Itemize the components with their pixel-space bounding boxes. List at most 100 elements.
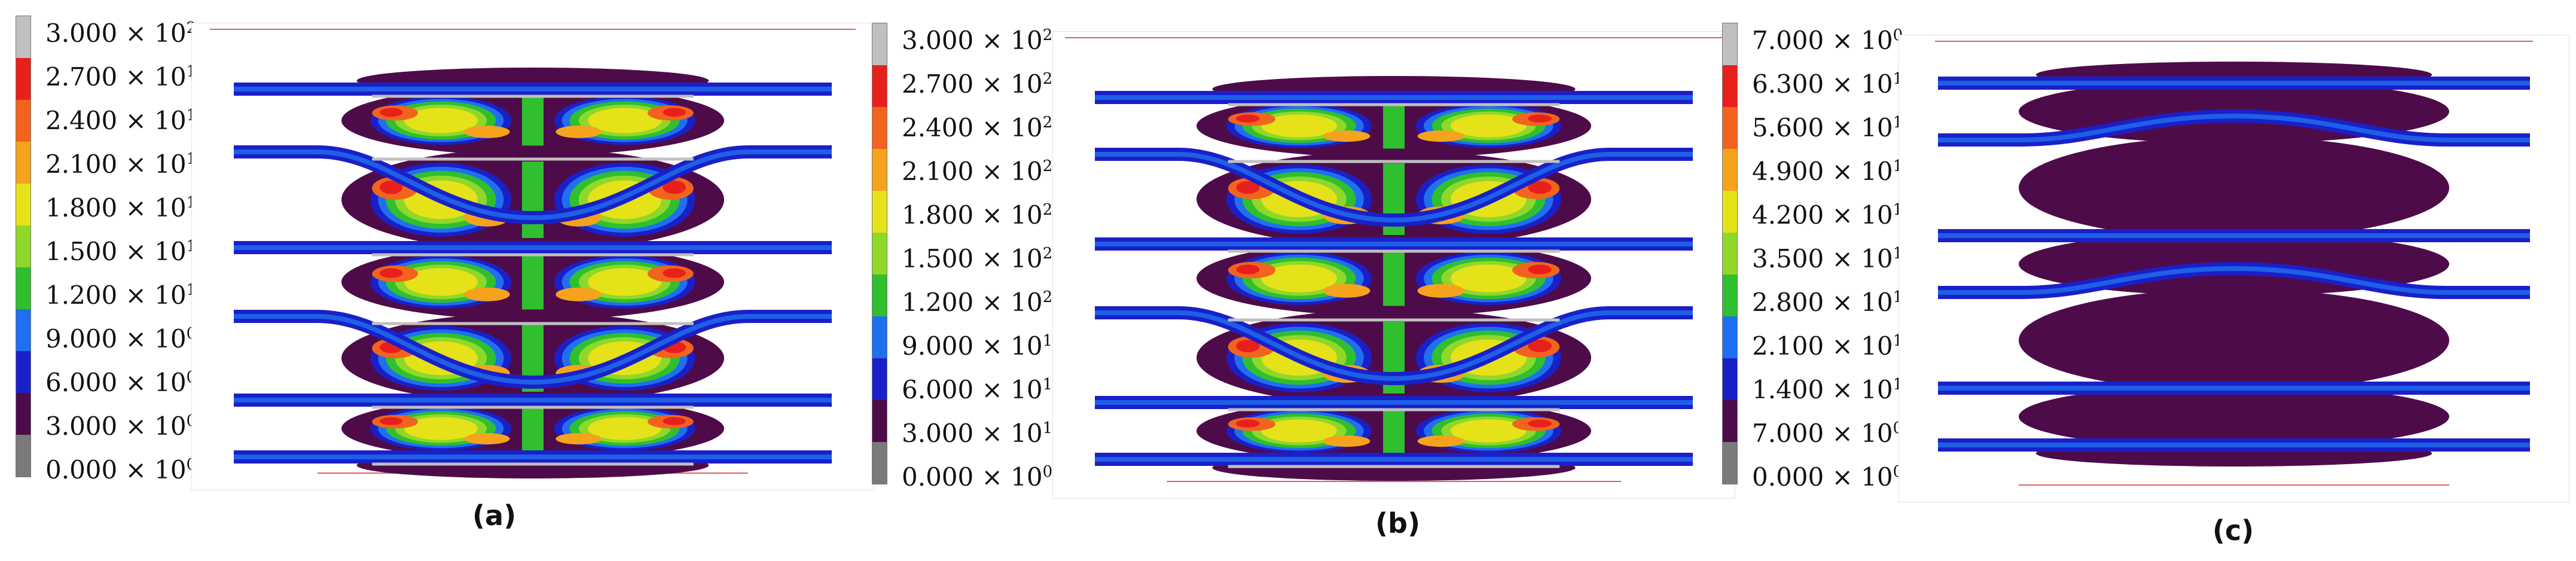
legend-times: × 10 xyxy=(973,462,1043,492)
legend-times: × 10 xyxy=(117,411,187,441)
legend-label-a-0: 3.000 × 102 xyxy=(45,16,196,46)
center-band xyxy=(522,405,544,452)
steel-plate-highlight xyxy=(234,150,832,221)
legend-label-c-5: 3.500 × 101 xyxy=(1752,241,1903,272)
steel-plate-highlight xyxy=(1938,113,2530,142)
legend-mantissa: 0.000 xyxy=(1752,462,1824,492)
legend-times: × 10 xyxy=(973,26,1043,55)
stress-hotspot xyxy=(1528,181,1552,194)
colorbar-a xyxy=(16,16,31,477)
stress-hotspot xyxy=(663,181,686,194)
legend-mantissa: 1.500 xyxy=(902,244,974,273)
legend-times: × 10 xyxy=(117,62,187,92)
contour-panel-b xyxy=(1052,31,1735,499)
stress-hotspot xyxy=(556,125,602,138)
contour-panel-a xyxy=(191,23,874,490)
legend-mantissa: 2.100 xyxy=(45,150,118,179)
legend-times: × 10 xyxy=(1824,26,1893,55)
legend-times: × 10 xyxy=(117,106,187,135)
stress-band xyxy=(588,268,662,296)
elastomer-layer xyxy=(2019,136,2449,239)
stress-hotspot xyxy=(1236,114,1260,123)
legend-label-b-8: 6.000 × 101 xyxy=(902,372,1052,403)
stress-hotspot xyxy=(1417,435,1465,447)
legend-times: × 10 xyxy=(973,157,1043,186)
legend-exponent: 2 xyxy=(1042,26,1053,44)
stress-hotspot xyxy=(1528,114,1552,123)
legend-label-c-0: 7.000 × 100 xyxy=(1752,23,1903,53)
legend-exponent: 2 xyxy=(1042,70,1053,88)
legend-label-a-10: 0.000 × 100 xyxy=(45,452,196,483)
stress-hotspot xyxy=(1236,419,1260,428)
legend-label-c-4: 4.200 × 101 xyxy=(1752,197,1903,228)
steel-plate-highlight xyxy=(234,314,832,385)
stress-hotspot xyxy=(1236,264,1260,275)
legend-mantissa: 5.600 xyxy=(1752,113,1824,142)
stress-hotspot xyxy=(463,125,510,138)
colorbar-swatch-c-9 xyxy=(1723,400,1737,442)
legend-exponent: 2 xyxy=(1042,288,1053,306)
legend-times: × 10 xyxy=(973,375,1043,404)
legend-label-b-5: 1.500 × 102 xyxy=(902,241,1052,272)
caption-c: (c) xyxy=(2212,514,2254,547)
legend-label-c-8: 1.400 × 101 xyxy=(1752,372,1903,403)
legend-times: × 10 xyxy=(973,200,1043,230)
stress-band xyxy=(404,268,478,296)
colorbar-swatch-c-4 xyxy=(1723,191,1737,233)
legend-mantissa: 4.900 xyxy=(1752,157,1824,186)
colorbar-swatch-b-9 xyxy=(872,400,887,442)
legend-label-b-7: 9.000 × 101 xyxy=(902,328,1052,359)
legend-label-c-1: 6.300 × 101 xyxy=(1752,66,1903,97)
colorbar-swatch-c-6 xyxy=(1723,275,1737,316)
stress-hotspot xyxy=(1323,435,1371,447)
colorbar-swatch-a-6 xyxy=(16,267,30,309)
legend-mantissa: 0.000 xyxy=(45,455,118,484)
legend-mantissa: 2.400 xyxy=(902,113,974,142)
stress-band xyxy=(588,417,662,440)
stress-hotspot xyxy=(1528,264,1552,275)
colorbar-swatch-a-3 xyxy=(16,142,30,184)
stress-hotspot xyxy=(1417,283,1465,298)
stress-hotspot xyxy=(380,181,403,194)
legend-exponent: 1 xyxy=(1042,332,1053,350)
legend-times: × 10 xyxy=(973,419,1043,448)
colorbar-swatch-a-9 xyxy=(16,393,30,435)
legend-label-c-9: 7.000 × 100 xyxy=(1752,416,1903,446)
colorbar-swatch-a-5 xyxy=(16,225,30,267)
stress-band xyxy=(1451,419,1527,443)
legend-exponent: 1 xyxy=(1042,376,1053,394)
contour-plot-a xyxy=(210,29,856,478)
legend-mantissa: 3.000 xyxy=(902,26,974,55)
stress-hotspot xyxy=(1323,283,1371,298)
legend-times: × 10 xyxy=(1824,69,1893,99)
colorbar-swatch-a-4 xyxy=(16,184,30,225)
stress-band xyxy=(1451,264,1527,292)
steel-plate-highlight xyxy=(1095,152,1693,223)
colorbar-c xyxy=(1722,23,1738,484)
legend-label-b-9: 3.000 × 101 xyxy=(902,416,1052,446)
colorbar-swatch-c-2 xyxy=(1723,107,1737,149)
colorbar-swatch-a-7 xyxy=(16,309,30,351)
colorbar-swatch-b-5 xyxy=(872,233,887,275)
colorbar-swatch-a-0 xyxy=(16,16,30,58)
center-band xyxy=(1383,103,1405,149)
legend-mantissa: 1.800 xyxy=(902,200,974,230)
legend-label-a-7: 9.000 × 100 xyxy=(45,321,196,352)
stress-hotspot xyxy=(463,433,510,445)
legend-times: × 10 xyxy=(117,150,187,179)
colorbar-swatch-a-10 xyxy=(16,435,30,477)
stress-band xyxy=(588,108,662,133)
legend-label-a-2: 2.400 × 101 xyxy=(45,103,196,133)
legend-label-b-0: 3.000 × 102 xyxy=(902,23,1052,53)
contour-panel-c xyxy=(1899,35,2569,502)
stress-band xyxy=(404,108,478,133)
stress-band xyxy=(404,417,478,440)
colorbar-b xyxy=(872,23,887,484)
legend-mantissa: 3.500 xyxy=(1752,244,1824,273)
legend-mantissa: 2.100 xyxy=(902,157,974,186)
legend-times: × 10 xyxy=(973,69,1043,99)
legend-times: × 10 xyxy=(117,19,187,48)
legend-mantissa: 9.000 xyxy=(902,331,974,361)
stress-hotspot xyxy=(1528,340,1552,352)
legend-label-c-2: 5.600 × 101 xyxy=(1752,110,1903,141)
